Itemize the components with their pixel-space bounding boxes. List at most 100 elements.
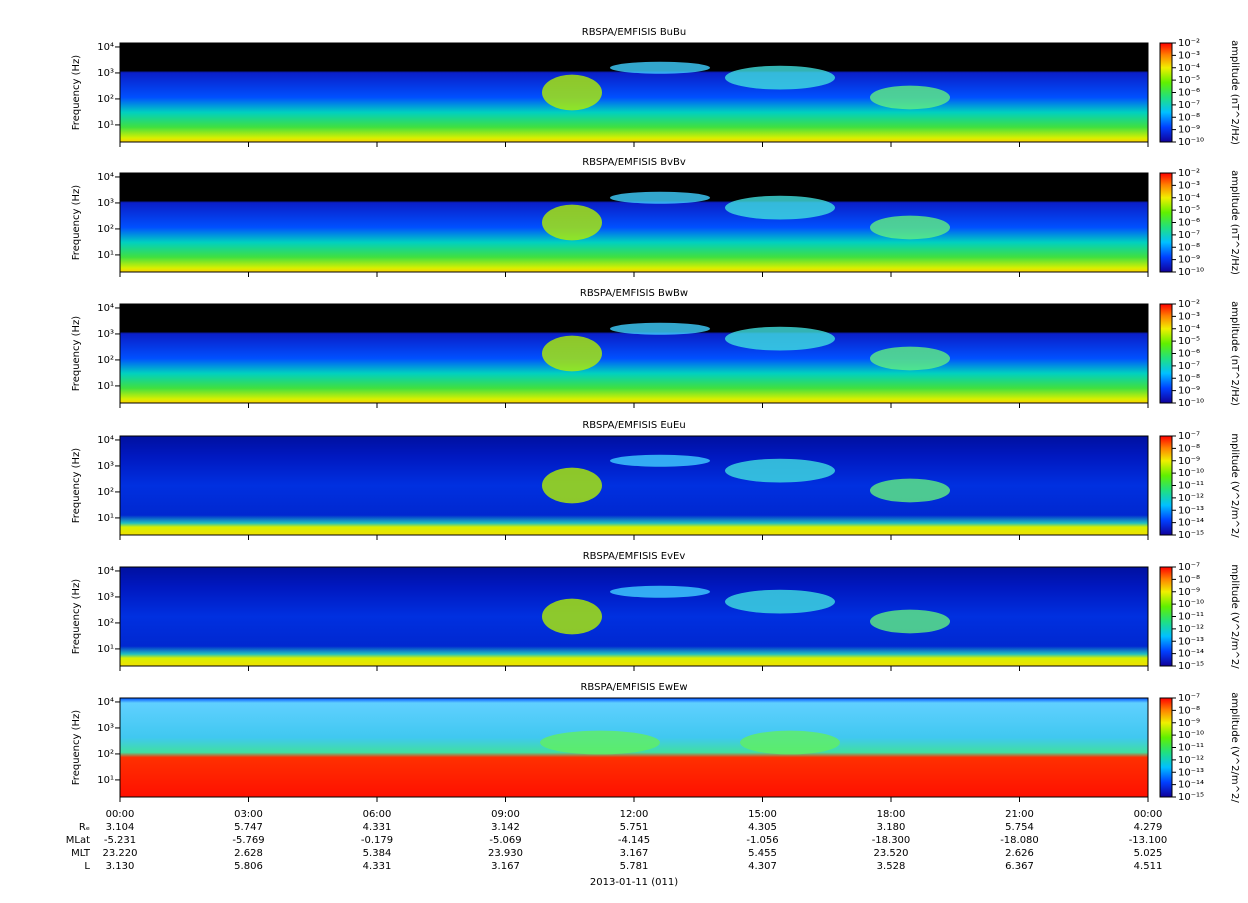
x-tick-label: 15:00 xyxy=(748,809,777,820)
y-tick-label: 10² xyxy=(97,618,114,629)
y-axis-label: Frequency (Hz) xyxy=(71,579,82,655)
x-tick-label: 12:00 xyxy=(620,809,649,820)
y-tick-label: 10² xyxy=(97,749,114,760)
colorbar-tick-label: 10⁻¹⁰ xyxy=(1178,137,1204,148)
colorbar-tick-label: 10⁻³ xyxy=(1178,311,1200,322)
spectrogram-image xyxy=(120,436,1148,535)
colorbar-tick-label: 10⁻¹³ xyxy=(1178,636,1204,647)
wave-feature xyxy=(542,335,602,372)
wave-feature xyxy=(610,322,710,335)
colorbar-tick-label: 10⁻¹² xyxy=(1178,493,1204,504)
wave-feature xyxy=(870,85,950,110)
wave-feature xyxy=(870,215,950,240)
ephemeris-value: 3.130 xyxy=(106,861,135,872)
colorbar-tick-label: 10⁻¹⁵ xyxy=(1178,792,1204,803)
wave-feature xyxy=(725,458,835,483)
spectrogram-image xyxy=(120,43,1148,142)
colorbar-tick-label: 10⁻⁹ xyxy=(1178,456,1200,467)
colorbar-tick-label: 10⁻¹⁰ xyxy=(1178,267,1204,278)
ephemeris-value: 6.367 xyxy=(1005,861,1034,872)
ephemeris-value: -1.056 xyxy=(746,835,778,846)
colorbar-tick-label: 10⁻¹⁰ xyxy=(1178,730,1204,741)
colorbar xyxy=(1159,172,1173,273)
colorbar xyxy=(1159,697,1173,798)
y-tick-label: 10² xyxy=(97,224,114,235)
colorbar xyxy=(1159,303,1173,404)
ephemeris-value: 4.305 xyxy=(748,822,777,833)
ephemeris-value: 23.930 xyxy=(488,848,523,859)
wave-feature xyxy=(610,585,710,598)
y-tick-label: 10¹ xyxy=(97,250,114,261)
y-tick-label: 10³ xyxy=(97,723,114,734)
colorbar-tick-label: 10⁻⁵ xyxy=(1178,75,1200,86)
wave-feature xyxy=(870,609,950,634)
x-tick-label: 06:00 xyxy=(363,809,392,820)
ephemeris-value: 5.754 xyxy=(1005,822,1034,833)
colorbar-tick-label: 10⁻¹⁴ xyxy=(1178,649,1204,660)
colorbar-tick-label: 10⁻⁷ xyxy=(1178,431,1200,442)
ephemeris-value: 5.781 xyxy=(620,861,649,872)
wave-feature xyxy=(542,598,602,635)
ephemeris-value: 5.747 xyxy=(234,822,263,833)
ephemeris-value: -13.100 xyxy=(1129,835,1168,846)
y-axis-label: Frequency (Hz) xyxy=(71,185,82,261)
ephemeris-value: 3.167 xyxy=(491,861,520,872)
ephemeris-value: 23.520 xyxy=(874,848,909,859)
y-axis-label: Frequency (Hz) xyxy=(71,710,82,786)
y-tick-label: 10² xyxy=(97,487,114,498)
colorbar-tick-label: 10⁻⁴ xyxy=(1178,63,1200,74)
ephemeris-value: 3.180 xyxy=(877,822,906,833)
ephemeris-value: -5.769 xyxy=(232,835,264,846)
ephemeris-value: 5.751 xyxy=(620,822,649,833)
ephemeris-value: -18.080 xyxy=(1000,835,1039,846)
spectrogram-image xyxy=(120,304,1148,403)
y-axis-label: Frequency (Hz) xyxy=(71,55,82,131)
colorbar-tick-label: 10⁻¹⁵ xyxy=(1178,661,1204,672)
y-tick-label: 10¹ xyxy=(97,381,114,392)
colorbar xyxy=(1159,435,1173,536)
date-label: 2013-01-11 (011) xyxy=(590,877,678,888)
ephemeris-value: 2.628 xyxy=(234,848,263,859)
colorbar-tick-label: 10⁻⁷ xyxy=(1178,100,1200,111)
ephemeris-value: 3.528 xyxy=(877,861,906,872)
colorbar-tick-label: 10⁻¹³ xyxy=(1178,505,1204,516)
ephemeris-value: 4.279 xyxy=(1134,822,1163,833)
colorbar-tick-label: 10⁻⁹ xyxy=(1178,718,1200,729)
y-tick-label: 10¹ xyxy=(97,120,114,131)
colorbar-tick-label: 10⁻⁹ xyxy=(1178,587,1200,598)
ephemeris-value: 5.384 xyxy=(363,848,392,859)
ephemeris-value: 4.331 xyxy=(363,861,392,872)
colorbar-tick-label: 10⁻⁸ xyxy=(1178,705,1200,716)
ephemeris-value: 2.626 xyxy=(1005,848,1034,859)
colorbar-label: amplitude (nT^2/Hz) xyxy=(1229,301,1240,406)
y-tick-label: 10³ xyxy=(97,198,114,209)
ephemeris-value: -5.069 xyxy=(489,835,521,846)
colorbar-label: amplitude (V^2/m^2/ xyxy=(1229,692,1240,803)
colorbar xyxy=(1159,566,1173,667)
colorbar-tick-label: 10⁻¹³ xyxy=(1178,767,1204,778)
wave-feature xyxy=(610,191,710,204)
spectrogram-image xyxy=(120,173,1148,272)
y-tick-label: 10¹ xyxy=(97,513,114,524)
y-tick-label: 10¹ xyxy=(97,775,114,786)
y-tick-label: 10³ xyxy=(97,461,114,472)
ephemeris-value: -5.231 xyxy=(104,835,136,846)
colorbar-tick-label: 10⁻⁴ xyxy=(1178,193,1200,204)
spectrogram-image xyxy=(120,567,1148,666)
colorbar-tick-label: 10⁻¹⁵ xyxy=(1178,530,1204,541)
colorbar-tick-label: 10⁻⁵ xyxy=(1178,336,1200,347)
colorbar-tick-label: 10⁻⁸ xyxy=(1178,242,1200,253)
x-tick-label: 18:00 xyxy=(877,809,906,820)
y-tick-label: 10⁴ xyxy=(97,566,114,577)
colorbar-tick-label: 10⁻¹⁴ xyxy=(1178,518,1204,529)
colorbar-tick-label: 10⁻⁸ xyxy=(1178,574,1200,585)
panel-title: RBSPA/EMFISIS BwBw xyxy=(580,288,688,299)
wave-feature xyxy=(725,65,835,90)
panel-title: RBSPA/EMFISIS EuEu xyxy=(582,420,685,431)
x-tick-label: 00:00 xyxy=(1134,809,1163,820)
colorbar-tick-label: 10⁻⁶ xyxy=(1178,349,1200,360)
ephemeris-label: L xyxy=(84,861,90,872)
x-tick-label: 00:00 xyxy=(106,809,135,820)
ephemeris-label: MLT xyxy=(71,848,91,859)
colorbar-tick-label: 10⁻¹² xyxy=(1178,755,1204,766)
